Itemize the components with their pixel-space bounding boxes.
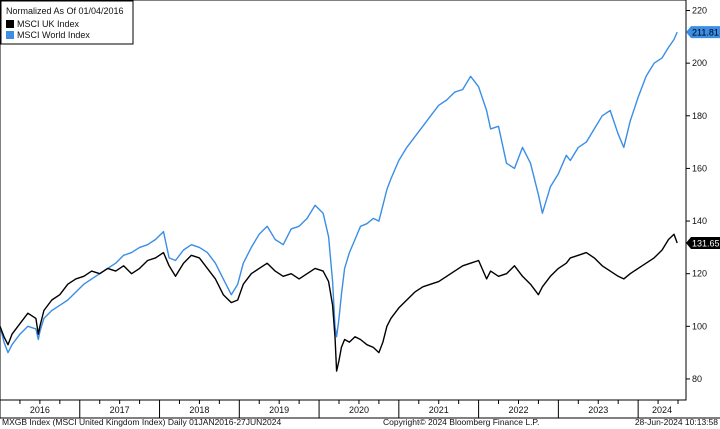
- x-year-label: 2020: [349, 405, 369, 415]
- x-year-label: 2019: [269, 405, 289, 415]
- series-line-msci-uk: [0, 233, 678, 372]
- last-value-tag: [686, 26, 720, 39]
- last-value-text: 131.65: [692, 239, 720, 249]
- y-tick-label: 140: [692, 216, 707, 226]
- y-tick-label: 200: [692, 58, 707, 68]
- series-lines: [0, 31, 678, 372]
- y-tick-label: 220: [692, 6, 707, 16]
- legend-swatch-world: [6, 31, 14, 39]
- x-year-label: 2023: [588, 405, 608, 415]
- y-tick-label: 120: [692, 269, 707, 279]
- last-value-text: 211.81: [692, 28, 719, 38]
- legend-entry-world: MSCI World Index: [17, 30, 90, 40]
- footer-copyright: Copyright© 2024 Bloomberg Finance L.P.: [383, 417, 539, 427]
- x-axis: 2016 2017 2018 2019 2020 2021 2022 2023 2024: [0, 400, 720, 419]
- x-year-label: 2024: [652, 405, 672, 415]
- y-tick-label: 80: [692, 374, 702, 384]
- x-year-label: 2018: [189, 405, 209, 415]
- last-value-world: 211.81: [686, 26, 720, 39]
- x-year-label: 2022: [508, 405, 528, 415]
- legend-box: [0, 0, 134, 45]
- last-value-labels: 131.65 211.81: [686, 26, 720, 250]
- x-year-label: 2017: [110, 405, 130, 415]
- last-value-tag: [686, 237, 720, 250]
- plot-area: [0, 0, 687, 401]
- y-tick-label: 100: [692, 321, 707, 331]
- x-year-label: 2021: [429, 405, 449, 415]
- x-year-label: 2016: [30, 405, 50, 415]
- last-value-uk: 131.65: [686, 237, 720, 250]
- y-tick-label: 180: [692, 111, 707, 121]
- footer-timestamp: 28-Jun-2024 10:13:58: [635, 417, 718, 427]
- legend-title: Normalized As Of 01/04/2016: [6, 6, 124, 16]
- legend-swatch-uk: [6, 20, 14, 28]
- legend: Normalized As Of 01/04/2016 MSCI UK Inde…: [0, 0, 134, 45]
- legend-entry-uk: MSCI UK Index: [17, 19, 80, 29]
- y-tick-label: 160: [692, 163, 707, 173]
- y-axis: 80 100 120 140 160 180 200 220: [686, 6, 707, 384]
- footer-source: MXGB Index (MSCI United Kingdom Index) D…: [2, 417, 281, 427]
